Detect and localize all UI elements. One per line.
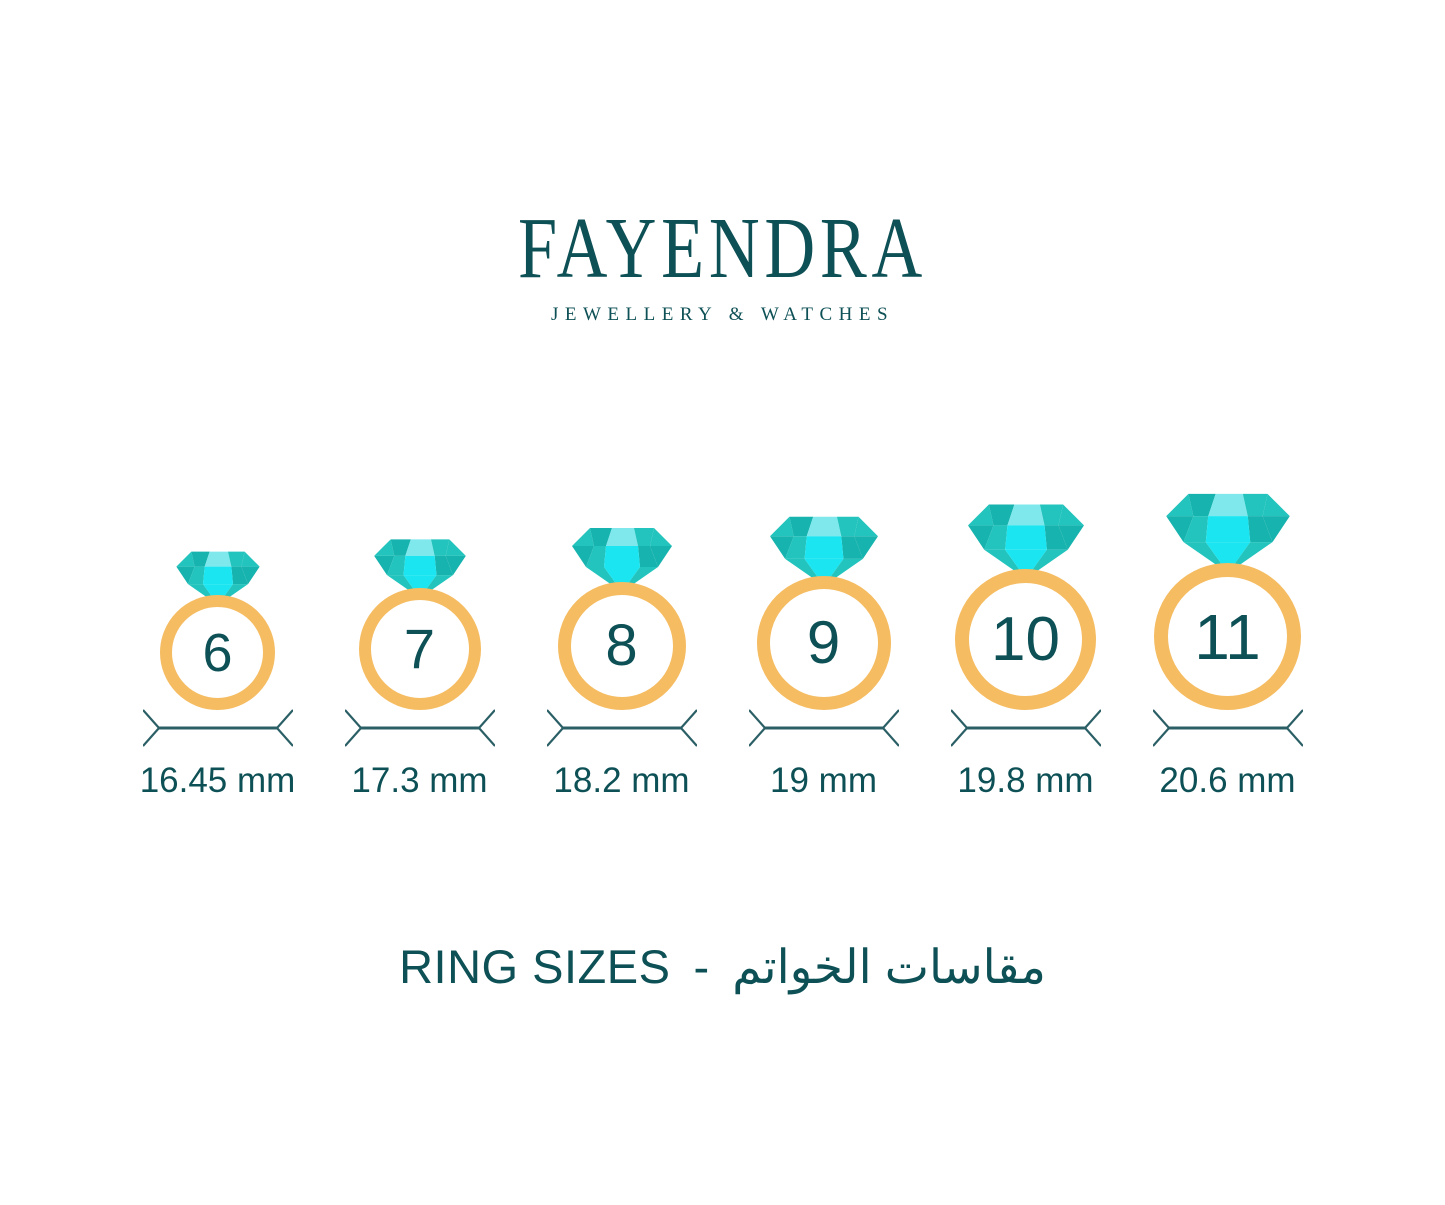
ring-band: 10: [955, 569, 1096, 710]
diamond-icon: [1165, 493, 1290, 573]
measurement-label: 16.45 mm: [139, 761, 296, 800]
ring-size-item: 7: [319, 440, 521, 710]
dimension-line: [344, 709, 495, 747]
measurement-label: 18.2 mm: [553, 761, 690, 800]
page-title-english: RING SIZES: [399, 940, 671, 993]
ring-size-row: 6 7: [0, 440, 1445, 710]
diamond-icon: [967, 504, 1084, 579]
dimension-cell: [319, 706, 521, 750]
brand-wordmark: FAYENDRA: [517, 200, 928, 298]
ring-size-item: 10: [925, 440, 1127, 710]
ring-size-number: 11: [1194, 600, 1261, 673]
dimension-cell: [723, 706, 925, 750]
dimension-line: [546, 709, 697, 747]
ring-band: 11: [1154, 563, 1301, 710]
ring-size-item: 9: [723, 440, 925, 710]
measurement-label: 19 mm: [770, 761, 877, 800]
diamond-icon: [373, 539, 466, 598]
ring-size-number: 10: [991, 604, 1060, 674]
measurement-label: 17.3 mm: [351, 761, 488, 800]
ring-size-number: 8: [605, 613, 638, 678]
dimension-cell: [1127, 706, 1329, 750]
dimension-line: [1152, 709, 1303, 747]
ring-size-number: 9: [806, 609, 841, 676]
dimension-line: [950, 709, 1101, 747]
page-title-arabic: مقاسات الخواتم: [732, 940, 1046, 993]
dimension-cell: [117, 706, 319, 750]
page-title-separator: -: [693, 940, 710, 993]
ring-size-item: 11: [1127, 440, 1329, 710]
dimension-line: [748, 709, 899, 747]
ring-band: 8: [557, 582, 686, 710]
ring-size-number: 6: [202, 622, 233, 683]
measurement-label: 19.8 mm: [957, 761, 1094, 800]
measurement-label: 20.6 mm: [1159, 761, 1296, 800]
brand-logo: FAYENDRA JEWELLERY & WATCHES: [0, 205, 1445, 324]
ring-band: 6: [160, 595, 275, 710]
ring-band: 7: [358, 588, 481, 710]
dimension-cell: [925, 706, 1127, 750]
ring-size-item: 8: [521, 440, 723, 710]
diamond-icon: [769, 516, 878, 586]
dimension-line-row: [0, 706, 1445, 750]
brand-tagline: JEWELLERY & WATCHES: [550, 304, 895, 325]
dimension-cell: [521, 706, 723, 750]
dimension-line: [142, 709, 293, 747]
page-title: RING SIZES - مقاسات الخواتم: [0, 938, 1445, 997]
ring-band: 9: [756, 576, 891, 710]
measurement-label-row: 16.45 mm 17.3 mm 18.2 mm 19 mm 19.8 mm 20.6 m…: [0, 760, 1445, 812]
ring-size-number: 7: [403, 617, 436, 680]
ring-size-item: 6: [117, 440, 319, 710]
